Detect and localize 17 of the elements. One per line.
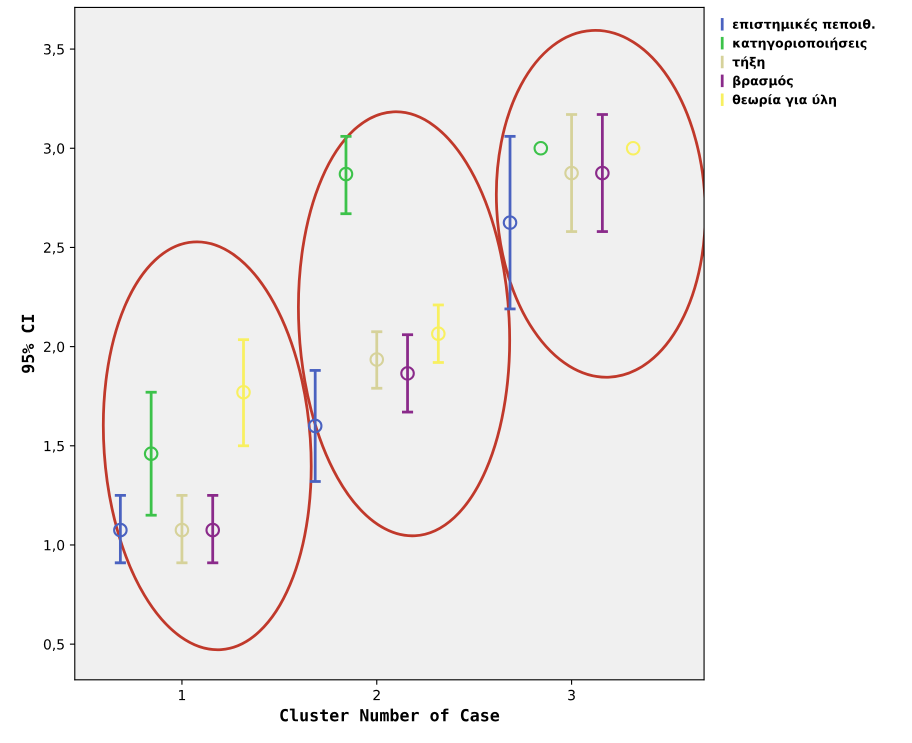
y-tick-label: 1,0 (44, 540, 64, 552)
y-tick-label: 1,5 (44, 440, 64, 453)
x-tick-label: 1 (179, 690, 186, 700)
y-tick-label: 2,5 (44, 242, 64, 254)
x-tick-label: 2 (373, 690, 380, 700)
x-axis-title: Cluster Number of Case (280, 708, 500, 722)
legend-label: τήξη (732, 56, 764, 69)
y-tick-label: 2,0 (44, 342, 64, 354)
x-tick-label: 3 (568, 690, 575, 700)
y-tick-label: 3,0 (44, 143, 64, 156)
legend-label: βρασμός (733, 75, 793, 88)
legend-label: θεωρία για ύλη (732, 94, 836, 107)
y-tick-label: 0,5 (44, 639, 64, 652)
legend-label: επιστημικές πεποιθ. (732, 18, 874, 32)
y-axis-title: 95% CI (22, 314, 34, 373)
y-tick-label: 3,5 (44, 44, 64, 56)
legend-label: κατηγοριοποιήσεις (733, 38, 866, 50)
